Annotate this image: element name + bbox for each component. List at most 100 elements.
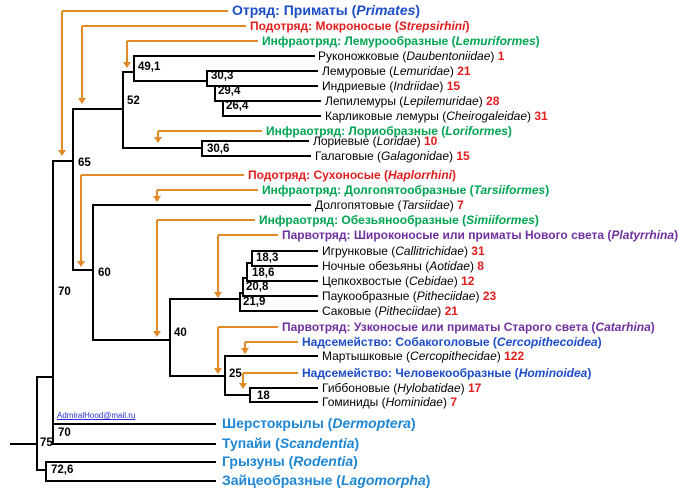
tree-branch-segment [224,355,226,396]
arrow-down-icon [77,261,85,267]
tree-branch-segment [202,140,309,142]
species-count: 122 [504,348,525,363]
tree-branch-segment [215,100,321,102]
support-value: 52 [127,94,140,107]
support-value: 40 [174,326,187,339]
support-value: 18,3 [256,251,279,264]
arrow-down-icon [239,383,247,389]
leader-line [157,219,255,221]
tree-branch-segment [37,376,53,378]
support-value: 21,9 [243,295,266,308]
leader-line [243,372,298,374]
tree-branch-segment [53,160,73,162]
tree-branch-segment [93,339,170,341]
tree-branch-segment [10,443,37,445]
tree-branch-segment [240,310,318,312]
taxon-label: Паукообразные (Pitheciidae) 23 [322,288,497,303]
support-value: 49,1 [138,60,161,73]
tree-branch-segment [170,375,225,377]
support-value: 30,6 [207,142,230,155]
tree-branch-segment [53,443,216,445]
arrow-down-icon [214,292,222,298]
support-value: 29,4 [218,84,241,97]
tree-branch-segment [252,265,318,267]
leader-line [217,327,219,368]
species-count: 10 [423,133,438,148]
outgroup-label: Шерстокрылы (Dermoptera) [222,415,416,432]
rank-label: Надсемейство: Человекообразные (Hominoid… [302,365,592,380]
species-count: 8 [477,258,484,273]
tree-branch-segment [45,461,47,482]
tree-branch-segment [243,277,247,279]
taxon-label: Лепилемуры (Lepilemuridae) 28 [325,93,500,108]
support-value: 18 [257,389,270,402]
leader-line [156,220,158,331]
support-value: 65 [78,156,91,169]
tree-branch-segment [36,376,38,471]
rank-label: Подотряд: Мокроносые (Strepsirhini) [250,18,470,33]
tree-branch-segment [214,85,216,102]
species-count: 7 [450,394,458,409]
species-count: 23 [482,288,497,303]
taxon-label: Лемуровые (Lemuridae) 21 [322,63,471,78]
tree-branch-segment [123,71,134,73]
species-count: 31 [534,108,548,123]
tree-branch-segment [251,250,253,267]
support-value: 60 [98,266,111,279]
tree-branch-segment [252,250,318,252]
arrow-down-icon [214,368,222,374]
tree-branch-segment [123,147,202,149]
tree-branch-segment [207,85,318,87]
tree-branch-segment [222,100,224,117]
leader-line [242,373,244,383]
tree-branch-segment [122,71,124,149]
tree-branch-segment [249,387,251,403]
tree-branch-segment [133,55,135,82]
leader-line [81,26,83,98]
support-value: 70 [58,285,71,298]
rank-label: Инфраотряд: Обезьянообразные (Simiiforme… [259,212,539,227]
tree-branch-segment [52,160,54,445]
tree-branch-segment [239,292,241,312]
leader-line [217,235,219,292]
species-count: 31 [471,243,485,258]
tree-branch-segment [92,204,94,341]
leader-line [82,25,246,27]
arrow-down-icon [153,331,161,337]
tree-branch-segment [250,401,318,403]
tree-branch-segment [246,262,248,282]
leader-line [127,40,258,42]
tree-branch-segment [46,461,216,463]
tree-branch-segment [134,80,207,82]
species-count: 21 [457,63,471,78]
species-count: 28 [486,93,500,108]
leader-line [80,175,82,261]
species-count: 12 [461,273,475,288]
taxon-label: Карликовые лемуры (Cheirogaleidae) 31 [325,108,548,123]
taxon-label: Долгопятовые (Tarsiidae) 7 [315,197,464,212]
tree-branch-segment [225,394,250,396]
rank-label: Инфраотряд: Лориобразные (Loriformes) [266,123,512,138]
tree-branch-segment [170,298,240,300]
arrow-down-icon [58,150,66,156]
tree-branch-segment [93,204,311,206]
rank-label: Парвотряд: Узконосые или приматы Старого… [282,319,655,334]
rank-label: Инфраотряд: Лемурообразные (Lemuriformes… [262,33,540,48]
arrow-down-icon [123,62,131,68]
species-count: 1 [497,48,505,63]
support-value: 70 [58,426,71,439]
support-value: 26,4 [226,99,249,112]
tree-branch-segment [72,108,74,271]
support-value: 75 [40,436,53,449]
taxon-label: Руконожковые (Daubentoniidae) 1 [318,48,505,63]
tree-branch-segment [134,55,315,57]
support-value: 72,6 [51,463,74,476]
tree-branch-segment [250,387,318,389]
watermark-email: AdmiralHood@mail.ru [57,411,136,420]
outgroup-label: Зайцеобразные (Lagomorpha) [222,472,431,489]
taxon-label: Цепкохвостые (Cebidae) 12 [322,273,475,288]
tree-branch-segment [247,280,318,282]
tree-branch-segment [207,70,318,72]
arrow-down-icon [153,196,161,202]
